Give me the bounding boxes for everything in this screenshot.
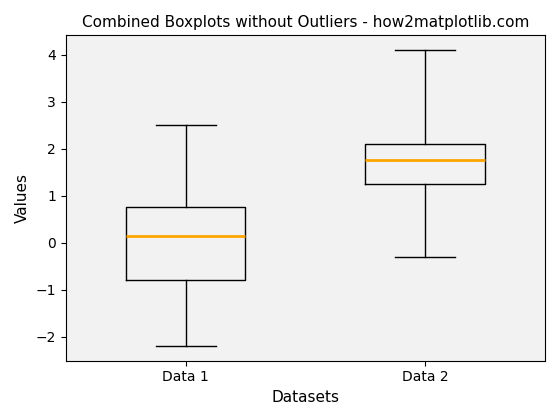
Title: Combined Boxplots without Outliers - how2matplotlib.com: Combined Boxplots without Outliers - how… <box>82 15 529 30</box>
Y-axis label: Values: Values <box>15 173 30 223</box>
X-axis label: Datasets: Datasets <box>272 390 339 405</box>
